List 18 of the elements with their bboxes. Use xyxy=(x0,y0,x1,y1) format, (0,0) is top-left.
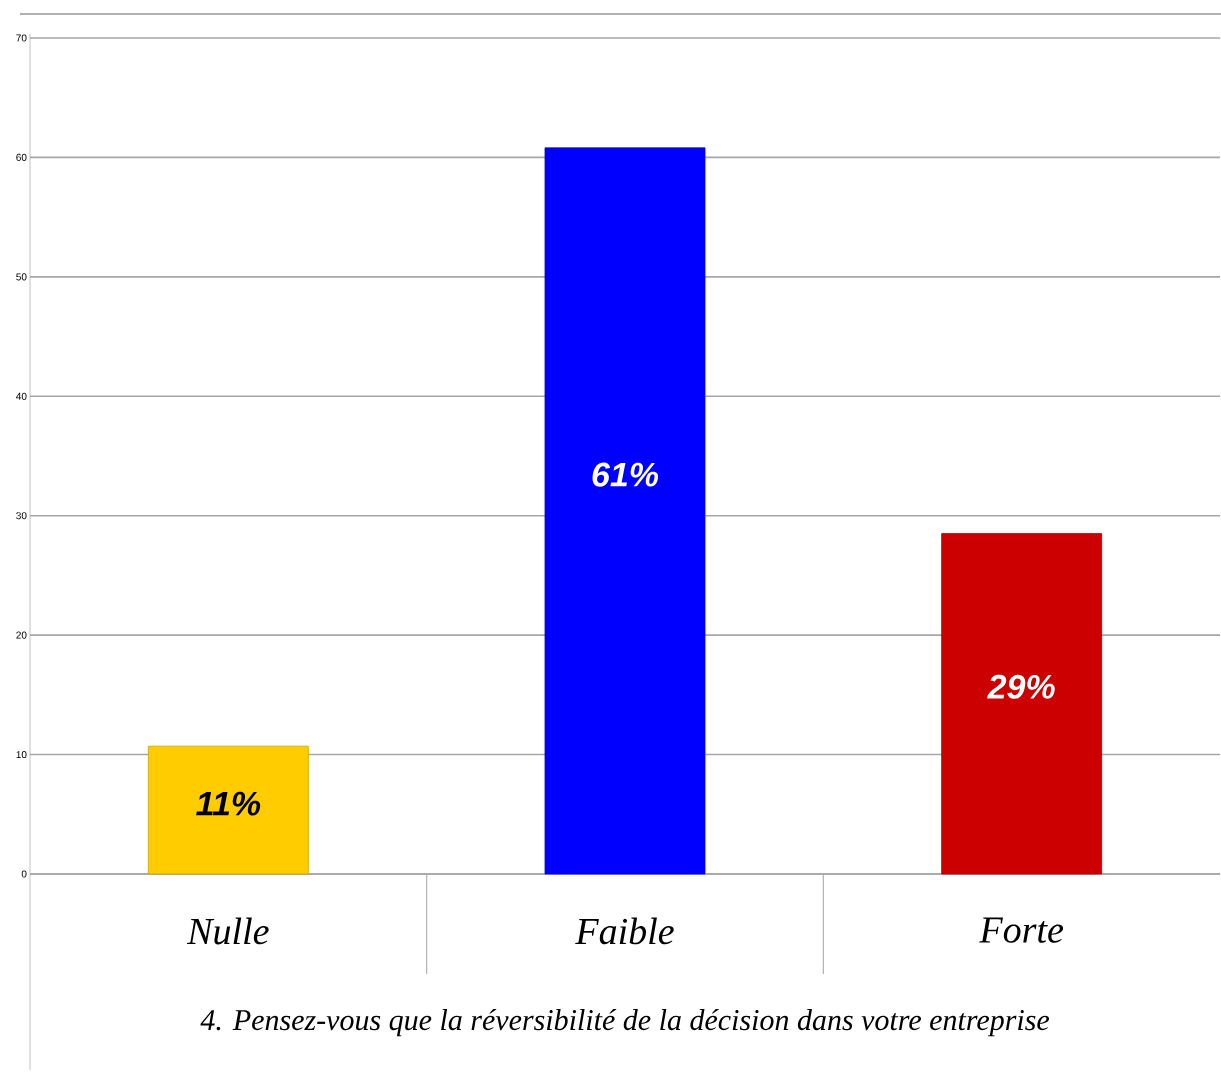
text: 4. Pensez-vous que la réversibilité de la décision dans votre entreprise xyxy=(200,1009,1050,1037)
x-tick-label: Forte xyxy=(979,917,1064,943)
bar xyxy=(941,533,1103,875)
data-label: 61% xyxy=(592,462,659,487)
y-tick-label: 30 xyxy=(16,512,27,520)
y-tick-label: 60 xyxy=(16,153,27,161)
y-tick-label: 20 xyxy=(16,631,27,639)
y-tick-label: 50 xyxy=(16,273,27,281)
x-tick-label: Faible xyxy=(575,917,674,945)
y-tick-label: 0 xyxy=(21,870,27,878)
data-label: 29% xyxy=(987,674,1055,699)
y-tick-label: 10 xyxy=(16,751,27,759)
x-tick-label: Nulle xyxy=(186,917,269,945)
bar xyxy=(147,745,309,875)
y-tick-label: 40 xyxy=(16,392,27,400)
data-label: 11% xyxy=(196,791,261,816)
y-tick-label: 70 xyxy=(16,34,27,42)
bar xyxy=(544,147,706,875)
